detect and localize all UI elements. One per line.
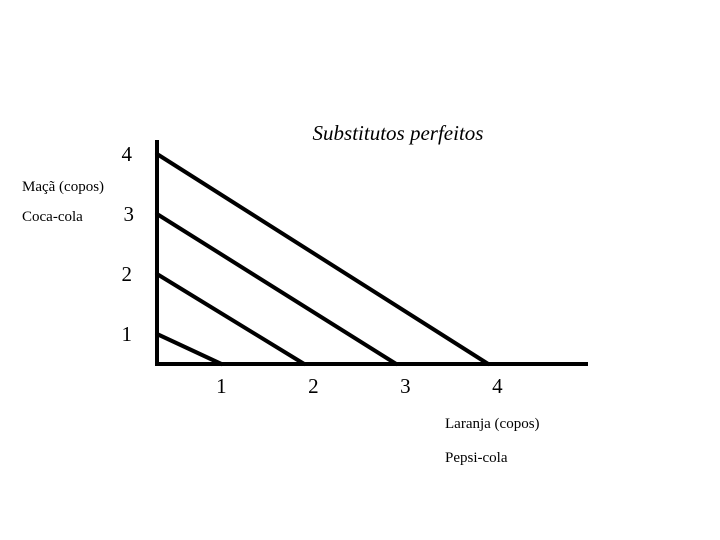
x-tick-label-3: 3 <box>400 374 411 398</box>
y-tick-labels: 1 2 3 4 <box>122 142 135 346</box>
y-tick-label-2: 2 <box>122 262 133 286</box>
x-tick-labels: 1 2 3 4 <box>216 374 503 398</box>
y-tick-label-1: 1 <box>122 322 133 346</box>
y-tick-label-3: 3 <box>124 202 135 226</box>
x-axis-label-1: Laranja (copos) <box>445 416 540 432</box>
x-tick-label-4: 4 <box>492 374 503 398</box>
indifference-line-3 <box>155 212 399 366</box>
indifference-line-1 <box>155 332 224 366</box>
indifference-line-2 <box>155 272 307 366</box>
x-tick-label-2: 2 <box>308 374 319 398</box>
y-tick-label-4: 4 <box>122 142 133 166</box>
indifference-lines <box>155 152 491 366</box>
indifference-line-4 <box>155 152 491 366</box>
y-axis-label-2: Coca-cola <box>22 209 83 225</box>
y-axis-label-1: Maçã (copos) <box>22 179 104 195</box>
chart-title: Substitutos perfeitos <box>313 121 484 145</box>
x-axis-label-2: Pepsi-cola <box>445 450 508 466</box>
x-tick-label-1: 1 <box>216 374 227 398</box>
